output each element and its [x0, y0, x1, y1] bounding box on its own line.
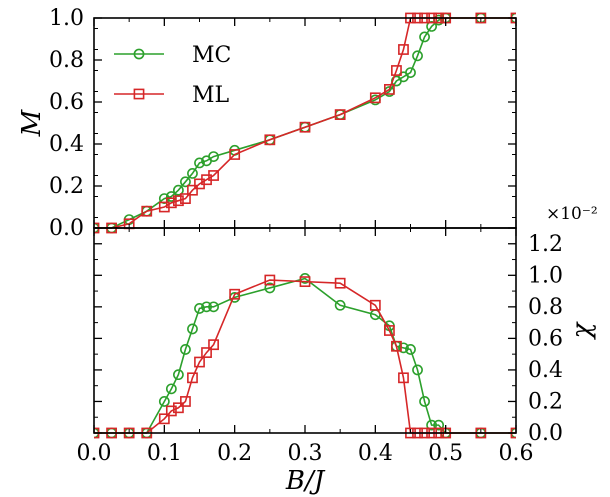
bottom-series-mc-point-19: [398, 342, 409, 354]
top-ytick-label-0: 0.0: [49, 216, 84, 241]
top-series-ml-point-14: [299, 121, 311, 133]
bottom-series-mc-point-4: [158, 396, 170, 407]
bottom-series-mc-point-15: [334, 299, 346, 311]
bottom-panel: 0.0 0.2 0.4 0.6 0.8 1.0 1.2 0.0 0.1 0.2 0.3 0.4 0.5 0…: [77, 204, 598, 496]
bottom-ytick-label-6: 1.2: [528, 232, 563, 257]
top-series-ml-point-16: [369, 92, 381, 104]
bottom-xtick-label-4: 0.4: [358, 441, 393, 466]
bottom-series-ml-point-13: [264, 274, 276, 286]
legend-marker-ml: [133, 88, 145, 100]
bottom-ytick-label-5: 1.0: [528, 263, 563, 288]
bottom-series-mc-point-10: [201, 301, 212, 313]
bottom-series-ml-point-14: [299, 276, 311, 288]
bottom-series-mc-point-6: [172, 369, 184, 381]
bottom-series-mc-point-5: [165, 383, 177, 395]
top-series-mc-point-22: [419, 31, 430, 43]
top-series-ml-point-19: [398, 44, 409, 55]
bottom-series-mc-point-21: [412, 364, 423, 376]
bottom-series-mc-point-8: [187, 323, 198, 335]
bottom-series-ml-point-11: [208, 339, 219, 351]
top-ytick-label-5: 1.0: [49, 6, 84, 31]
bottom-series-mc-point-24: [433, 419, 445, 431]
top-data-group: [94, 12, 516, 234]
bottom-series-ml-point-16: [369, 299, 381, 311]
bottom-series-ml-point-17: [383, 325, 395, 336]
legend: MC ML: [114, 43, 231, 108]
bottom-xtick-label-5: 0.5: [428, 441, 463, 466]
bottom-series-ml-point-18: [391, 340, 402, 352]
bottom-xtick-label-2: 0.2: [217, 441, 252, 466]
bottom-series-mc-point-11: [208, 301, 219, 313]
bottom-xtick-label-6: 0.6: [499, 441, 534, 466]
bottom-y-multiplier: ×10⁻²: [546, 204, 598, 224]
top-series-ml-point-15: [334, 109, 346, 120]
top-y-axis-label: M: [17, 108, 47, 137]
bottom-series-mc-point-20: [405, 344, 416, 355]
bottom-series-mc-line: [94, 277, 516, 434]
bottom-ytick-label-2: 0.4: [528, 358, 563, 383]
top-series-mc-point-6: [172, 184, 184, 196]
top-series-mc-point-20: [405, 67, 416, 78]
bottom-series-ml-line: [94, 279, 516, 434]
bottom-ytick-label-1: 0.2: [528, 389, 563, 414]
bottom-series-mc-point-22: [419, 396, 430, 407]
bottom-series-ml-point-6: [173, 402, 184, 414]
bottom-series-ml-point-15: [334, 277, 346, 289]
bottom-data-group: [94, 273, 516, 439]
bottom-ytick-label-0: 0.0: [528, 421, 563, 446]
top-series-mc-point-7: [180, 176, 191, 188]
top-series-ml-point-12: [229, 149, 241, 160]
bottom-series-ml-point-8: [187, 372, 198, 384]
bottom-series-mc-point-7: [180, 344, 191, 355]
top-series-mc-point-9: [194, 157, 205, 169]
top-series-ml-point-13: [264, 134, 276, 146]
bottom-series-ml-point-4: [158, 413, 170, 425]
bottom-xtick-label-3: 0.3: [288, 441, 323, 466]
top-ytick-label-1: 0.2: [49, 174, 84, 199]
bottom-xtick-label-0: 0.0: [77, 441, 112, 466]
top-series-ml-point-18: [391, 65, 402, 76]
top-series-ml-point-5: [165, 197, 177, 209]
bottom-axes-frame: [93, 227, 517, 434]
top-ytick-label-4: 0.8: [49, 48, 84, 73]
top-series-mc-point-11: [208, 151, 219, 162]
bottom-series-ml-point-7: [180, 396, 191, 407]
bottom-xtick-label-1: 0.1: [147, 441, 182, 466]
bottom-ytick-label-3: 0.6: [528, 326, 563, 351]
top-series-ml-point-3: [141, 205, 153, 217]
legend-label-ml: ML: [192, 83, 230, 108]
top-series-ml-point-6: [173, 195, 184, 207]
bottom-series-ml-point-10: [201, 347, 212, 358]
legend-marker-mc: [133, 48, 145, 60]
bottom-series-mc-point-13: [264, 282, 276, 294]
top-series-ml-point-17: [383, 84, 395, 95]
bottom-series-mc-point-23: [426, 419, 437, 431]
top-ytick-label-2: 0.4: [49, 132, 84, 157]
bottom-series-ml-point-19: [398, 372, 409, 384]
top-series-ml-point-11: [208, 170, 219, 181]
bottom-series-ml-point-9: [194, 356, 205, 368]
bottom-series-ml-point-5: [165, 405, 177, 417]
bottom-series-ml-point-12: [229, 288, 241, 300]
bottom-series-mc-point-9: [194, 303, 205, 314]
legend-label-mc: MC: [192, 43, 231, 68]
top-panel: 0.0 0.2 0.4 0.6 0.8 1.0 M MC ML: [17, 6, 517, 241]
top-series-mc-point-8: [187, 167, 198, 179]
bottom-y-axis-label: χ: [567, 320, 597, 340]
top-series-ml-point-8: [187, 184, 198, 196]
top-series-mc-point-21: [412, 50, 423, 62]
x-axis-label: B/J: [285, 466, 326, 496]
top-ytick-label-3: 0.6: [49, 90, 84, 115]
bottom-ytick-label-4: 0.8: [528, 295, 563, 320]
top-series-ml-point-7: [180, 193, 191, 204]
top-series-mc-point-23: [426, 20, 437, 32]
